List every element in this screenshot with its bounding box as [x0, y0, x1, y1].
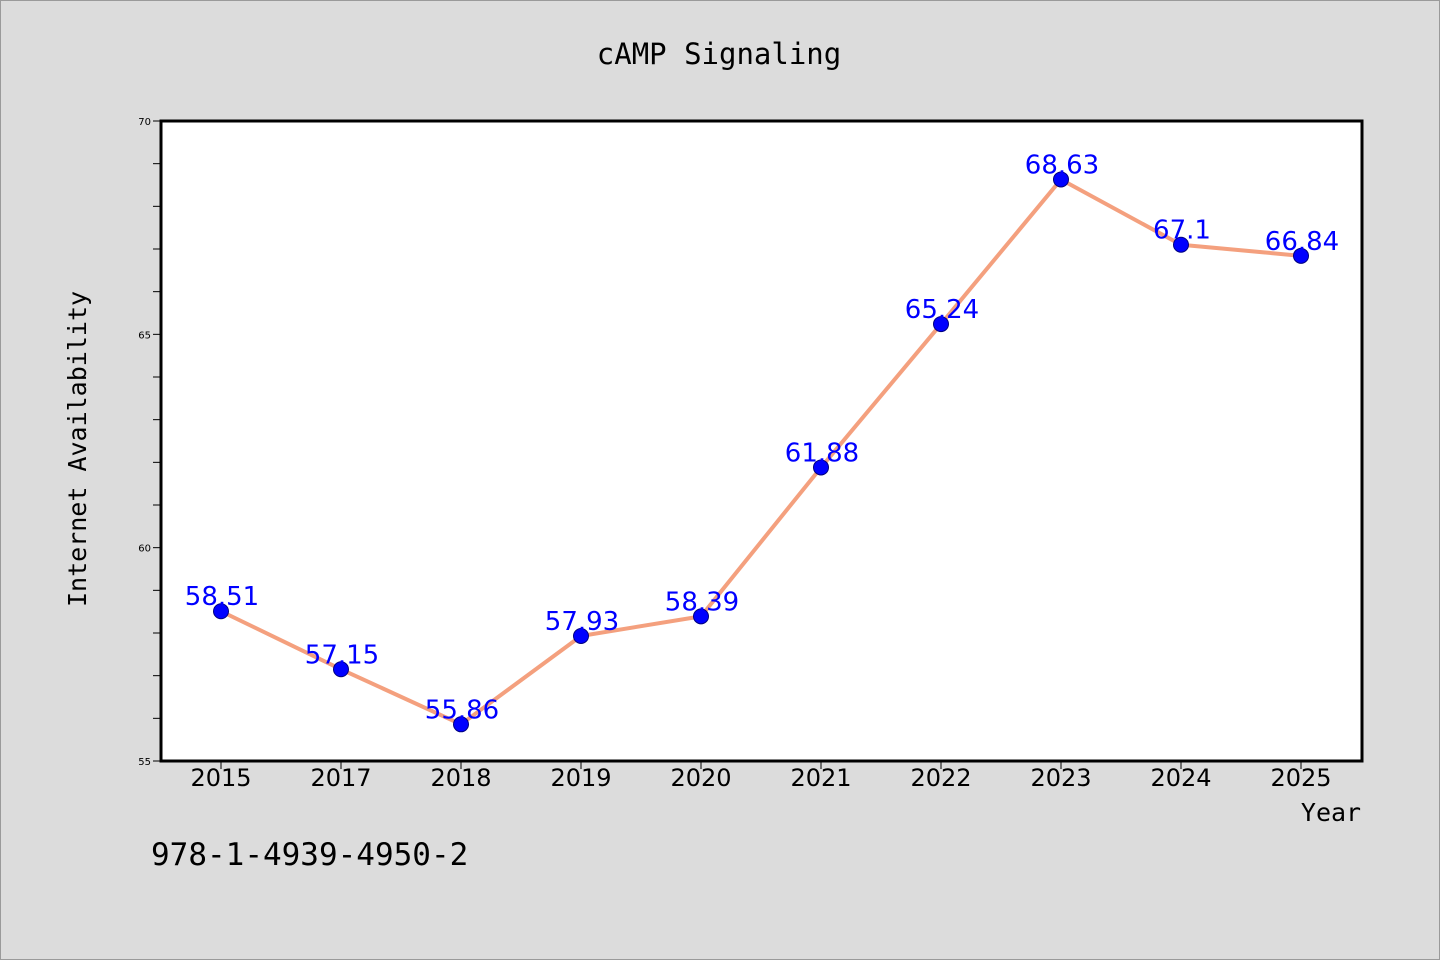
data-label: 57.93 [545, 607, 619, 637]
data-label: 57.15 [305, 640, 379, 670]
chart-title: cAMP Signaling [597, 37, 841, 71]
y-axis: 55 60 65 70 [138, 117, 161, 768]
y-tick-label: 60 [138, 544, 151, 555]
x-tick-label: 2018 [430, 764, 491, 792]
x-axis: 2015 2017 2018 2019 2020 2021 2022 2023 2024 2025 [190, 761, 1332, 792]
data-point [453, 716, 469, 733]
footer-code: 978-1-4939-4950-2 [151, 837, 468, 873]
data-label: 58.51 [185, 582, 259, 612]
data-label: 65.24 [905, 295, 979, 325]
plot-frame [159, 119, 1364, 763]
data-label: 61.88 [785, 438, 859, 468]
data-point [693, 608, 709, 625]
series-line-group [219, 177, 1303, 727]
data-point [813, 459, 829, 476]
data-point [213, 603, 229, 620]
marker-group [213, 171, 1309, 733]
y-tick-label: 55 [138, 757, 151, 768]
series-line [219, 177, 1303, 727]
x-tick-label: 2015 [190, 764, 251, 792]
x-tick-label: 2022 [910, 764, 971, 792]
x-tick-label: 2019 [550, 764, 611, 792]
y-tick-label: 70 [138, 117, 151, 128]
data-label: 58.39 [665, 587, 739, 617]
data-point [1173, 236, 1189, 253]
x-tick-label: 2021 [790, 764, 851, 792]
data-label: 68.63 [1025, 150, 1099, 180]
x-tick-label: 2020 [670, 764, 731, 792]
data-point [333, 661, 349, 678]
data-point [573, 627, 589, 644]
y-tick-label: 65 [138, 330, 151, 341]
data-point [1293, 247, 1309, 264]
data-point [933, 316, 949, 333]
data-label: 66.84 [1265, 227, 1339, 257]
y-axis-label: Internet Availability [63, 291, 92, 607]
plot-area [161, 121, 1362, 761]
data-label: 67.1 [1153, 216, 1211, 246]
x-tick-label: 2023 [1030, 764, 1091, 792]
data-point [1053, 171, 1069, 188]
x-axis-label: Year [1301, 798, 1361, 827]
x-tick-label: 2024 [1150, 764, 1211, 792]
x-tick-label: 2025 [1270, 764, 1331, 792]
x-tick-label: 2017 [310, 764, 371, 792]
data-label-group: 58.51 57.15 55.86 57.93 58.39 61.88 65.24 68.63… [185, 150, 1339, 725]
data-label: 55.86 [425, 695, 499, 725]
